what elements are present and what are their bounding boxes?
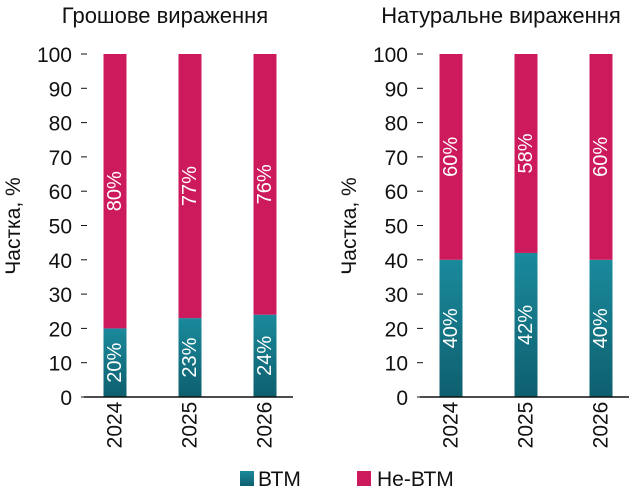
bar-segment-non-btm bbox=[178, 54, 202, 319]
bar-value-label: 24% bbox=[254, 336, 276, 376]
bar-value-label: 60% bbox=[440, 137, 462, 177]
x-tick-label: 2026 bbox=[590, 402, 613, 449]
y-tick-label: 90 bbox=[385, 78, 408, 101]
y-tick-label: 30 bbox=[385, 284, 408, 307]
bar-value-label: 42% bbox=[515, 305, 537, 345]
bar-value-label: 77% bbox=[179, 166, 201, 206]
bar-segment-non-btm bbox=[103, 54, 127, 329]
bar-segment-btm bbox=[439, 259, 463, 397]
bar-segment-btm bbox=[514, 252, 538, 397]
bar-value-label: 76% bbox=[254, 164, 276, 204]
x-tick-label: 2026 bbox=[254, 402, 277, 449]
chart-panel-1: Грошове вираження Частка, % 0 10 20 30 40 50 60 7… bbox=[2, 3, 293, 448]
bar-segment-btm bbox=[253, 314, 277, 397]
bar-segment-non-btm bbox=[253, 54, 277, 315]
chart-panel-2: Натуральне вираження Частка, % 0 10 20 30 40 50… bbox=[338, 3, 629, 448]
y-tick-label: 0 bbox=[396, 387, 408, 410]
x-tick-label: 2024 bbox=[104, 401, 127, 448]
y-tick-label: 20 bbox=[385, 318, 408, 341]
bar-segment-non-btm bbox=[589, 54, 613, 260]
legend-swatch-non-btm bbox=[357, 471, 371, 486]
y-tick-label: 40 bbox=[49, 250, 72, 273]
y-tick-label: 70 bbox=[49, 147, 72, 170]
y-tick-label: 100 bbox=[37, 44, 72, 67]
y-tick-label: 10 bbox=[49, 353, 72, 376]
y-tick-label: 30 bbox=[49, 284, 72, 307]
panel-title: Натуральне вираження bbox=[381, 3, 621, 28]
bar-segment-btm bbox=[178, 318, 202, 397]
x-tick-label: 2025 bbox=[179, 402, 202, 449]
legend-swatch-btm bbox=[240, 471, 254, 486]
y-tick-label: 10 bbox=[385, 353, 408, 376]
bar-value-label: 20% bbox=[104, 342, 126, 382]
bar-value-label: 40% bbox=[440, 308, 462, 348]
bar-segment-non-btm bbox=[514, 54, 538, 253]
legend: ВТМ Не-ВТМ bbox=[240, 468, 454, 491]
y-tick-label: 60 bbox=[385, 181, 408, 204]
bar-segment-btm bbox=[103, 328, 127, 397]
legend-label: ВТМ bbox=[258, 468, 301, 491]
x-tick-label: 2024 bbox=[440, 401, 463, 448]
y-tick-label: 90 bbox=[49, 78, 72, 101]
bar-value-label: 60% bbox=[590, 137, 612, 177]
bar-value-label: 23% bbox=[179, 337, 201, 377]
bar-value-label: 40% bbox=[590, 308, 612, 348]
panel-title: Грошове вираження bbox=[62, 3, 268, 28]
y-axis-label: Частка, % bbox=[2, 177, 25, 274]
x-tick-label: 2025 bbox=[515, 402, 538, 449]
y-tick-label: 50 bbox=[385, 216, 408, 239]
bar-segment-btm bbox=[589, 259, 613, 397]
y-tick-label: 80 bbox=[49, 113, 72, 136]
y-tick-label: 0 bbox=[60, 387, 72, 410]
y-tick-label: 40 bbox=[385, 250, 408, 273]
legend-label: Не-ВТМ bbox=[377, 468, 454, 491]
y-axis-label: Частка, % bbox=[338, 177, 361, 274]
y-tick-label: 50 bbox=[49, 216, 72, 239]
y-tick-label: 70 bbox=[385, 147, 408, 170]
y-tick-label: 100 bbox=[373, 44, 408, 67]
y-tick-label: 60 bbox=[49, 181, 72, 204]
bar-value-label: 80% bbox=[104, 171, 126, 211]
y-tick-label: 20 bbox=[49, 318, 72, 341]
y-tick-label: 80 bbox=[385, 113, 408, 136]
bar-value-label: 58% bbox=[515, 133, 537, 173]
bar-segment-non-btm bbox=[439, 54, 463, 260]
